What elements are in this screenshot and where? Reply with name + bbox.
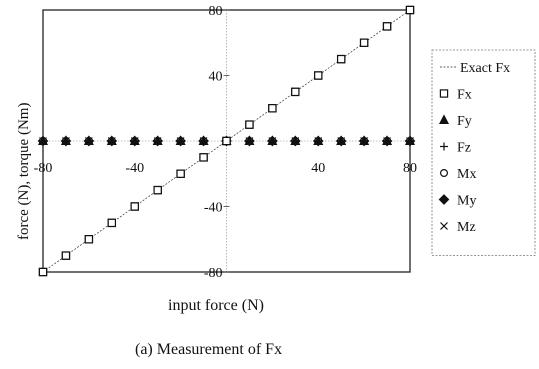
data-point-fx <box>176 169 185 178</box>
data-point-fx <box>245 120 254 129</box>
x-tick-label: 80 <box>403 161 417 176</box>
legend-swatch-fy <box>438 114 450 124</box>
data-point-fx <box>130 202 139 211</box>
legend-swatch-my <box>438 194 450 205</box>
data-point-fx <box>199 153 208 162</box>
figure-caption: (a) Measurement of Fx <box>135 341 283 358</box>
data-point-fy <box>313 135 324 145</box>
legend-label-fz: Fz <box>457 141 471 156</box>
data-point-fy <box>83 135 94 145</box>
data-point-fy <box>106 135 117 145</box>
y-tick-label: -40 <box>204 201 223 216</box>
data-point-fy <box>267 135 278 145</box>
y-axis-label: force (N), torque (Nm) <box>16 102 32 240</box>
data-point-fx <box>153 185 162 195</box>
data-point-fx <box>314 71 323 80</box>
legend-label-my: My <box>457 194 476 209</box>
data-point-fy <box>129 135 140 145</box>
legend-label-fx: Fx <box>457 88 472 103</box>
data-point-fx <box>291 87 300 97</box>
data-point-fy <box>336 135 347 145</box>
legend-label-mz: Mz <box>457 220 476 235</box>
legend-box <box>431 49 536 256</box>
data-point-fy <box>244 135 255 145</box>
data-point-fy <box>382 135 393 145</box>
data-point-fy <box>152 135 163 145</box>
data-point-fy <box>198 135 209 145</box>
legend-label-mx: Mx <box>457 167 476 182</box>
data-point-fx <box>336 54 346 64</box>
data-point-fx <box>359 38 369 47</box>
x-tick-label: 40 <box>311 161 325 176</box>
data-point-fx <box>38 267 48 277</box>
data-point-fx <box>61 251 71 260</box>
data-point-fy <box>175 135 186 145</box>
legend: Exact Fx Fx Fy Fz Mx My Mz <box>431 49 536 256</box>
legend-swatch-mz <box>440 222 448 230</box>
data-point-fx <box>382 22 392 31</box>
data-point-fy <box>359 135 370 145</box>
data-point-fy <box>60 135 71 145</box>
plot-area: -80 -40 40 80 80 40 -40 -80 <box>34 4 417 281</box>
data-point-fy <box>404 135 416 145</box>
data-point-fx <box>107 218 117 228</box>
data-point-fy <box>290 135 301 145</box>
legend-swatch-fx <box>439 89 449 98</box>
y-tick-label: 40 <box>209 70 223 85</box>
legend-label-exact-fx: Exact Fx <box>460 61 510 76</box>
data-point-fx <box>84 235 94 244</box>
data-point-fx <box>268 104 277 113</box>
legend-label-fy: Fy <box>457 114 472 129</box>
y-tick-label: 80 <box>209 4 223 19</box>
legend-swatch-mx <box>440 169 449 178</box>
x-tick-label: -80 <box>34 161 53 176</box>
x-axis-label: input force (N) <box>168 297 264 314</box>
x-tick-label: -40 <box>125 161 144 176</box>
data-point-fy <box>37 135 49 145</box>
data-point-fx <box>222 136 231 146</box>
data-point-fx <box>405 5 415 15</box>
legend-swatch-fz <box>440 142 448 151</box>
y-tick-label: -80 <box>204 266 223 281</box>
